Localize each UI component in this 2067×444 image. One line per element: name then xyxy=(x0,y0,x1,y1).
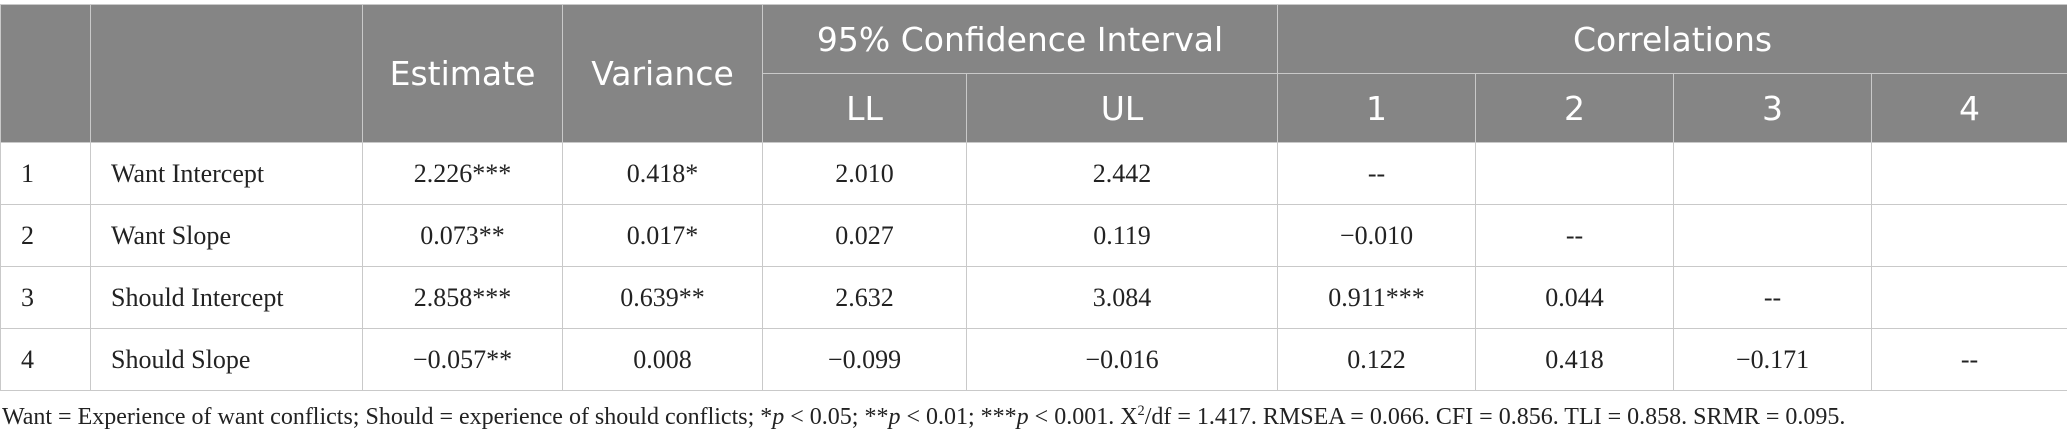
footnote-text-4: < 0.001. X xyxy=(1028,404,1138,430)
table-row: 3 Should Intercept 2.858*** 0.639** 2.63… xyxy=(0,266,2067,329)
corr-2-cell xyxy=(1475,142,1674,205)
header-corr-4: 4 xyxy=(1870,73,2067,143)
footnote-text-5: /df = 1.417. RMSEA = 0.066. CFI = 0.856.… xyxy=(1144,404,1846,430)
header-correlations: Correlations xyxy=(1276,4,2067,74)
footnote-p-symbol: p xyxy=(1016,404,1029,430)
estimate-cell: −0.057** xyxy=(362,328,563,391)
corr-4-cell xyxy=(1870,142,2067,205)
footnote-superscript: 2 xyxy=(1137,403,1145,419)
row-number: 4 xyxy=(0,328,91,391)
row-label: Want Slope xyxy=(90,204,363,267)
corr-1-cell: −0.010 xyxy=(1277,204,1476,267)
header-ll: LL xyxy=(762,73,967,143)
ul-cell: −0.016 xyxy=(966,328,1278,391)
header-label xyxy=(90,4,363,143)
header-corr-3: 3 xyxy=(1673,73,1872,143)
footnote-p-symbol: p xyxy=(772,404,785,430)
corr-3-cell xyxy=(1673,204,1872,267)
corr-1-cell: 0.911*** xyxy=(1277,266,1476,329)
ll-cell: −0.099 xyxy=(762,328,967,391)
header-corr-1: 1 xyxy=(1277,73,1476,143)
corr-2-cell: -- xyxy=(1475,204,1674,267)
row-number: 1 xyxy=(0,142,91,205)
header-row-1: Estimate Variance 95% Confidence Interva… xyxy=(0,4,2067,143)
corr-3-cell: -- xyxy=(1673,266,1872,329)
footnote-text-1: Want = Experience of want conflicts; Sho… xyxy=(2,404,773,430)
variance-cell: 0.017* xyxy=(562,204,763,267)
table-row: 2 Want Slope 0.073** 0.017* 0.027 0.119 … xyxy=(0,204,2067,267)
header-corr-2: 2 xyxy=(1475,73,1674,143)
variance-cell: 0.418* xyxy=(562,142,763,205)
row-label: Should Slope xyxy=(90,328,363,391)
corr-3-cell xyxy=(1673,142,1872,205)
footnote-text-2: < 0.05; ** xyxy=(784,404,889,430)
ll-cell: 0.027 xyxy=(762,204,967,267)
corr-2-cell: 0.044 xyxy=(1475,266,1674,329)
corr-1-cell: -- xyxy=(1277,142,1476,205)
ul-cell: 2.442 xyxy=(966,142,1278,205)
header-confidence-interval: 95% Confidence Interval xyxy=(762,4,1278,74)
variance-cell: 0.639** xyxy=(562,266,763,329)
ul-cell: 3.084 xyxy=(966,266,1278,329)
results-table-container: Estimate Variance 95% Confidence Interva… xyxy=(0,4,2067,391)
corr-4-cell: -- xyxy=(1870,328,2067,391)
header-number xyxy=(0,4,91,143)
corr-3-cell: −0.171 xyxy=(1673,328,1872,391)
corr-1-cell: 0.122 xyxy=(1277,328,1476,391)
estimate-cell: 2.226*** xyxy=(362,142,563,205)
ul-cell: 0.119 xyxy=(966,204,1278,267)
header-row-2: LL UL 1 2 3 4 xyxy=(1,73,2067,143)
corr-4-cell xyxy=(1870,266,2067,329)
corr-4-cell xyxy=(1870,204,2067,267)
estimate-cell: 0.073** xyxy=(362,204,563,267)
row-number: 2 xyxy=(0,204,91,267)
results-table: Estimate Variance 95% Confidence Interva… xyxy=(0,4,2067,391)
footnote-p-symbol: p xyxy=(888,404,901,430)
estimate-cell: 2.858*** xyxy=(362,266,563,329)
header-variance: Variance xyxy=(562,4,763,143)
variance-cell: 0.008 xyxy=(562,328,763,391)
ll-cell: 2.632 xyxy=(762,266,967,329)
row-number: 3 xyxy=(0,266,91,329)
table-row: 4 Should Slope −0.057** 0.008 −0.099 −0.… xyxy=(0,328,2067,391)
header-ul: UL xyxy=(966,73,1278,143)
ll-cell: 2.010 xyxy=(762,142,967,205)
row-label: Want Intercept xyxy=(90,142,363,205)
corr-2-cell: 0.418 xyxy=(1475,328,1674,391)
table-footnote: Want = Experience of want conflicts; Sho… xyxy=(2,404,1845,431)
table-row: 1 Want Intercept 2.226*** 0.418* 2.010 2… xyxy=(0,142,2067,205)
row-label: Should Intercept xyxy=(90,266,363,329)
footnote-text-3: < 0.01; *** xyxy=(900,404,1017,430)
header-estimate: Estimate xyxy=(362,4,563,143)
